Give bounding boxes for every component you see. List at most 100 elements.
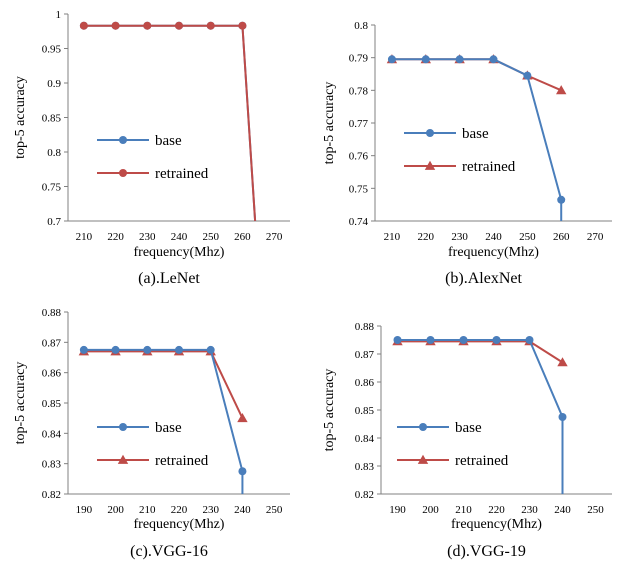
legend-label-retrained: retrained: [155, 453, 209, 469]
y-tick-label: 0.86: [42, 368, 62, 380]
chart-panel-2: 0.74 0.75 0.76 0.77 0.78 0.79 0.8 210 220 230 240 2…: [322, 20, 612, 287]
y-tick-label: 0.85: [355, 405, 375, 417]
y-tick-label: 0.9: [47, 78, 61, 90]
legend-label-retrained: retrained: [455, 453, 509, 469]
legend-marker-retrained: [119, 169, 127, 177]
x-axis-title: frequency(Mhz): [134, 517, 225, 532]
y-axis-title: top-5 accuracy: [322, 82, 337, 165]
x-axis-title: frequency(Mhz): [448, 245, 539, 260]
y-axis-title: top-5 accuracy: [13, 362, 28, 445]
y-tick-label: 0.77: [349, 118, 369, 130]
data-point-retrained: [556, 85, 567, 95]
series-line-base: [83, 24, 257, 222]
x-tick-label: 240: [485, 231, 502, 243]
data-point-base: [459, 336, 468, 344]
y-tick-label: 0.82: [355, 489, 374, 501]
y-tick-label: 0.84: [42, 428, 62, 440]
y-tick-label: 0.85: [42, 398, 62, 410]
data-point-base: [523, 71, 532, 80]
chart-caption: (a).LeNet: [138, 270, 200, 287]
x-tick-label: 210: [76, 231, 93, 243]
y-tick-label: 0.8: [354, 20, 368, 32]
x-tick-label: 230: [139, 231, 156, 243]
data-point-retrained: [143, 21, 152, 30]
data-point-base: [79, 345, 88, 354]
data-point-base: [238, 467, 247, 476]
data-point-retrained: [206, 21, 215, 30]
y-tick-label: 0.7: [47, 216, 61, 228]
x-tick-label: 240: [234, 504, 251, 516]
data-point-base: [387, 55, 396, 64]
y-tick-label: 0.83: [42, 459, 62, 471]
series-retrained: [78, 346, 248, 423]
x-axis-title: frequency(Mhz): [451, 517, 542, 532]
x-tick-label: 200: [107, 504, 124, 516]
y-tick-label: 0.74: [349, 216, 369, 228]
legend-label-base: base: [155, 133, 182, 149]
data-point-retrained: [237, 412, 248, 423]
y-tick-label: 0.76: [349, 151, 369, 163]
series-base: [393, 336, 567, 494]
y-tick-label: 0.85: [42, 113, 62, 125]
legend-marker-base: [426, 129, 434, 137]
y-tick-label: 0.88: [42, 307, 62, 319]
data-point-retrained: [238, 21, 247, 30]
legend-label-base: base: [462, 126, 489, 142]
data-point-base: [455, 55, 464, 64]
y-tick-label: 0.83: [355, 461, 375, 473]
y-tick-label: 0.84: [355, 433, 375, 445]
series-line-retrained: [391, 58, 562, 92]
data-point-base: [558, 413, 567, 421]
data-point-base: [175, 345, 183, 354]
x-tick-label: 240: [554, 504, 571, 516]
legend: base retrained: [397, 420, 509, 469]
data-point-base: [426, 336, 435, 344]
data-point-retrained: [79, 21, 88, 30]
series-base: [387, 55, 566, 221]
series-line-retrained: [83, 24, 257, 222]
data-point-base: [421, 55, 430, 64]
legend-marker-base: [119, 136, 127, 144]
x-tick-label: 250: [519, 231, 536, 243]
y-tick-label: 1: [56, 9, 62, 21]
x-tick-label: 260: [553, 231, 570, 243]
y-tick-label: 0.86: [355, 377, 375, 389]
y-axis-title: top-5 accuracy: [13, 76, 28, 159]
x-axis-title: frequency(Mhz): [134, 245, 225, 260]
legend-marker-retrained: [424, 160, 436, 170]
chart-panel-3: 0.82 0.83 0.84 0.85 0.86 0.87 0.88 190 200 210 220…: [13, 307, 290, 560]
series-retrained: [79, 21, 257, 222]
y-tick-label: 0.75: [349, 183, 369, 195]
data-point-retrained: [111, 21, 120, 30]
x-tick-label: 220: [171, 504, 188, 516]
series-line-retrained: [83, 350, 244, 419]
y-tick-label: 0.82: [42, 489, 61, 501]
data-point-base: [525, 336, 534, 344]
x-tick-label: 240: [171, 231, 188, 243]
data-point-retrained: [175, 21, 183, 30]
legend-marker-retrained: [117, 454, 129, 464]
legend: base retrained: [404, 126, 516, 175]
chart-caption: (d).VGG-19: [447, 543, 526, 560]
data-point-base: [489, 55, 498, 64]
data-point-base: [143, 345, 152, 354]
legend: base retrained: [97, 133, 209, 182]
legend: base retrained: [97, 420, 209, 469]
legend-label-retrained: retrained: [462, 159, 516, 175]
x-tick-label: 220: [107, 231, 124, 243]
legend-marker-base: [119, 423, 127, 431]
x-tick-label: 250: [266, 504, 283, 516]
series-base: [79, 345, 247, 494]
x-tick-label: 190: [389, 504, 406, 516]
chart-caption: (c).VGG-16: [130, 543, 208, 560]
chart-caption: (b).AlexNet: [445, 270, 522, 287]
legend-label-base: base: [155, 420, 182, 436]
y-tick-label: 0.87: [42, 337, 62, 349]
x-tick-label: 250: [587, 504, 604, 516]
x-tick-label: 210: [455, 504, 472, 516]
legend-label-retrained: retrained: [155, 166, 209, 182]
chart-panel-4: 0.82 0.83 0.84 0.85 0.86 0.87 0.88 190 200 210 220…: [322, 321, 612, 560]
x-tick-label: 260: [234, 231, 251, 243]
x-tick-label: 270: [266, 231, 283, 243]
